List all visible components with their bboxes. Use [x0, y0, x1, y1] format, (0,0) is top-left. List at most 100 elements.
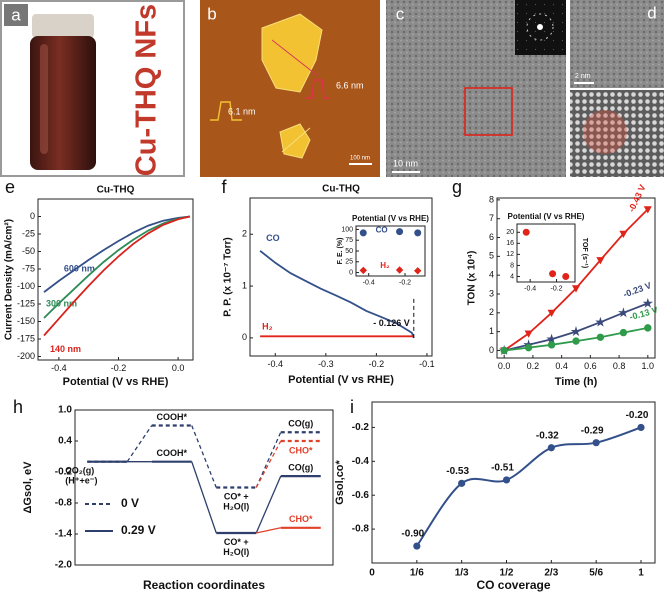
panel-letter: i [350, 397, 354, 417]
y-axis-label: ΔGsol, eV [22, 461, 34, 514]
x-tick-label: -0.4 [363, 279, 375, 286]
vial [30, 36, 96, 170]
y-tick-label: 0 [242, 332, 247, 342]
lattice-image [570, 90, 664, 177]
x-tick-label: 1/3 [455, 568, 469, 579]
marker [642, 297, 654, 308]
level-label: CO* + H₂O(l) [223, 537, 249, 557]
x-axis-label: CO coverage [476, 578, 550, 592]
series-line [43, 215, 191, 319]
y-tick-label: 2 [242, 229, 247, 239]
y-tick-label: -75 [22, 263, 35, 273]
marker [458, 479, 466, 487]
chart-title: Potential (V vs RHE) [508, 212, 585, 221]
level-label: CHO* [289, 514, 313, 524]
series-label: -0.23 V [622, 280, 653, 299]
y-tick-label: -0.6 [352, 490, 370, 501]
x-axis-label: Reaction coordinates [143, 578, 265, 592]
x-tick-label: 0.0 [498, 361, 511, 371]
y-axis-label: TON (x 10⁴) [467, 251, 478, 306]
y-tick-label: 1.0 [58, 405, 72, 416]
y-tick-label: -0.2 [352, 422, 370, 433]
connector [255, 440, 282, 488]
y-tick-label: -125 [17, 298, 35, 308]
y-tick-label: 1 [242, 280, 247, 290]
x-tick-label: 0.8 [613, 361, 626, 371]
value-label: -0.32 [536, 430, 559, 441]
marker [643, 206, 652, 214]
marker [637, 423, 645, 432]
y-tick-label: -200 [17, 351, 35, 361]
y-axis-label: Current Density (mA/cm²) [4, 219, 15, 340]
level-label: CHO* [289, 445, 313, 455]
marker [595, 316, 606, 327]
y-tick-label: 8 [510, 262, 514, 269]
tem-zoom [570, 0, 664, 88]
legend-label: 0.29 V [121, 523, 156, 537]
y-axis-label: TOF (s⁻¹) [581, 238, 588, 268]
marker [524, 343, 533, 352]
level-label: CO(g) [288, 463, 313, 473]
marker [549, 270, 557, 278]
x-tick-label: -0.3 [318, 359, 334, 369]
flake [261, 13, 323, 93]
marker [572, 337, 580, 345]
plot-frame [496, 197, 656, 359]
x-tick-label: -0.4 [524, 285, 536, 292]
marker [413, 267, 422, 275]
fft-spot [537, 24, 543, 30]
series-label: 140 nm [50, 344, 81, 354]
y-tick-label: 0 [349, 269, 353, 276]
marker [359, 229, 367, 237]
series-label: CO [376, 226, 388, 235]
series-label: 300 nm [46, 298, 77, 308]
height-profile [305, 79, 330, 99]
y-tick-label: 100 [341, 226, 353, 233]
panel-letter: f [221, 177, 227, 197]
plot-frame [371, 401, 656, 564]
x-tick-label: 0.2 [527, 361, 540, 371]
marker [359, 266, 368, 275]
y-tick-label: -50 [22, 246, 35, 256]
letter-box [4, 4, 28, 26]
x-tick-label: -0.2 [111, 363, 127, 373]
marker [547, 444, 555, 452]
x-tick-label: 1.0 [642, 361, 655, 371]
plot-frame [74, 409, 334, 566]
marker [592, 439, 600, 447]
y-tick-label: -150 [17, 316, 35, 326]
marker [413, 542, 421, 550]
connector [126, 425, 153, 463]
roi [464, 87, 513, 136]
height-profile [210, 101, 242, 121]
panel-letter: b [207, 4, 216, 23]
panel-c: 10 nm c [386, 0, 566, 177]
marker [618, 307, 629, 318]
y-tick-label: 12 [506, 251, 514, 258]
x-tick-label: -0.2 [551, 285, 563, 292]
x-axis-label: Potential (V vs RHE) [63, 376, 169, 388]
x-tick-label: 1/6 [410, 568, 424, 579]
y-tick-label: -100 [17, 281, 35, 291]
marker [547, 309, 556, 318]
marker [547, 341, 556, 349]
connector [191, 461, 217, 534]
caption: Cu-THQ NFs [131, 4, 163, 176]
x-tick-label: 1 [638, 568, 644, 579]
y-tick-label: 75 [345, 237, 353, 244]
y-tick-label: -1.4 [55, 529, 73, 540]
series-line [259, 250, 415, 339]
marker [619, 230, 628, 239]
x-tick-label: 0 [369, 568, 375, 579]
profile-line [281, 127, 311, 153]
level-label: COOH* [156, 448, 187, 458]
y-tick-label: 16 [506, 240, 514, 247]
profile-line [271, 39, 319, 77]
marker [570, 326, 582, 337]
marker [522, 228, 530, 236]
y-tick-label: 1 [489, 326, 494, 336]
x-tick-label: -0.1 [419, 359, 435, 369]
y-tick-label: -0.2 [55, 467, 73, 478]
y-tick-label: 25 [345, 259, 353, 266]
